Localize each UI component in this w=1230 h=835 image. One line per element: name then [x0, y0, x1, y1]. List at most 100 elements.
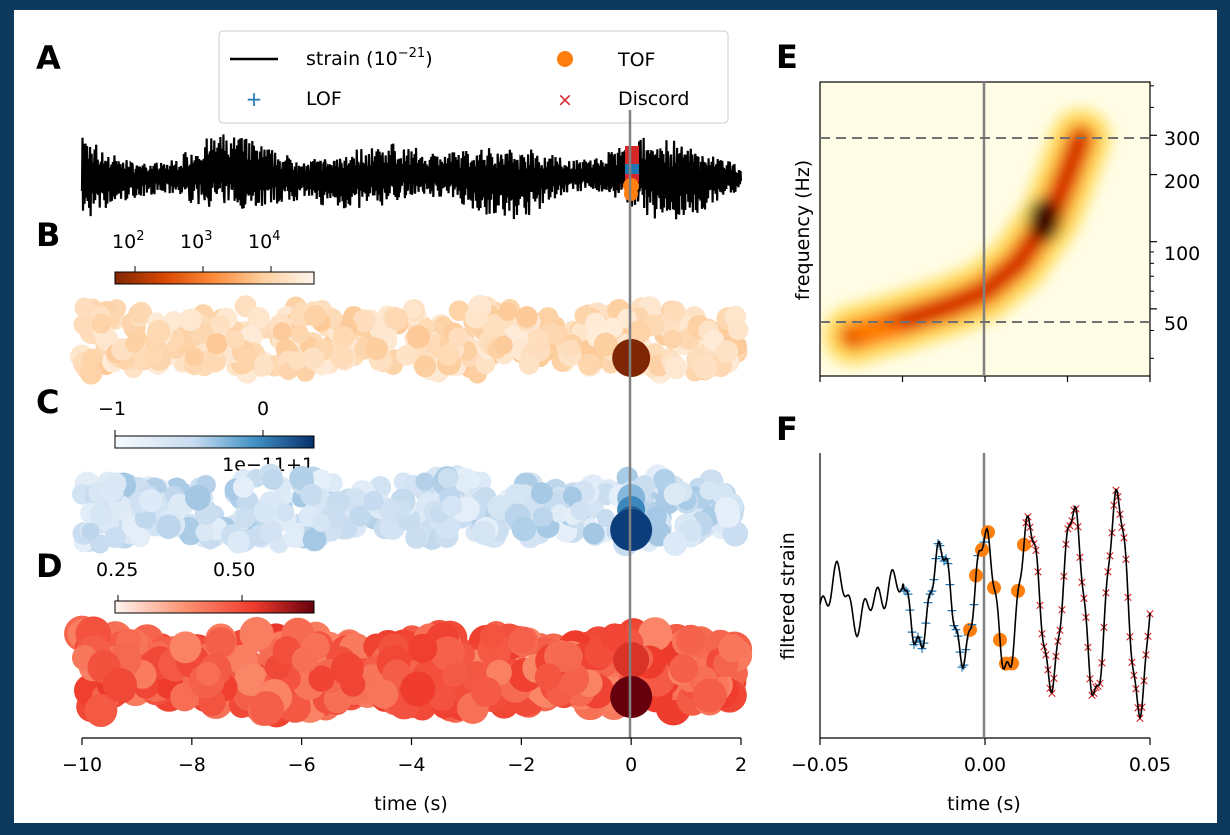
panel-d-point: [638, 617, 673, 652]
chirp-core: [843, 128, 1091, 346]
e-ytick-300: 300: [1164, 128, 1200, 150]
panel-d-point: [205, 627, 236, 658]
panel-b-point: [448, 300, 470, 322]
colorbar-b-tick-1: 102: [112, 229, 144, 253]
panel-b-point: [79, 362, 103, 385]
left-x-tick-label: −10: [62, 754, 102, 776]
panel-b-point: [128, 304, 148, 324]
panel-letter-c: C: [36, 383, 59, 421]
f-discord-marker: ×: [1065, 519, 1076, 534]
panel-b-point: [82, 348, 102, 368]
panel-b-point: [494, 335, 513, 355]
panel-c-point: [471, 521, 496, 545]
panel-c-point: [195, 522, 215, 542]
e-ytick-100: 100: [1164, 243, 1200, 265]
panel-b-point: [204, 350, 227, 373]
left-x-tick-label: 0: [625, 754, 637, 776]
e-ylabel: frequency (Hz): [792, 160, 814, 300]
colorbar-b-tick-2: 103: [180, 229, 212, 253]
panel-c-point: [645, 506, 667, 528]
chirp-tail: [848, 320, 905, 341]
panel-d-point: [169, 631, 202, 664]
panel-b-scatter: [70, 294, 749, 385]
panel-b-point: [226, 330, 245, 349]
panel-b-point: [406, 325, 431, 349]
panel-d-point: [400, 671, 436, 707]
panel-c-point: [530, 482, 553, 505]
panel-d-point: [675, 624, 706, 655]
panel-d-point: [552, 641, 583, 672]
panel-b-point: [287, 351, 307, 370]
left-x-tick-label: 2: [735, 754, 747, 776]
panel-c-point: [156, 514, 181, 539]
panel-b-point: [482, 314, 506, 338]
panel-b-point: [206, 333, 228, 355]
panel-c-point: [699, 480, 719, 500]
f-x-tick-label: −0.05: [791, 754, 849, 776]
panel-d-point: [442, 662, 467, 687]
panel-b-point: [727, 319, 749, 341]
panel-d-point: [408, 633, 438, 664]
panel-letter-b: B: [36, 216, 60, 254]
panel-c-point: [463, 471, 482, 490]
panel-b-point: [664, 356, 688, 380]
panel-b-point: [693, 355, 718, 380]
panel-b-point: [247, 306, 270, 330]
left-x-tick-label: −4: [397, 754, 425, 776]
panel-b-point: [125, 334, 144, 353]
panel-b-point: [91, 313, 112, 334]
panel-d-point: [470, 676, 502, 708]
e-ytick-50: 50: [1164, 313, 1188, 335]
colorbar-b: 102 103 104: [112, 229, 315, 285]
panel-b-point: [184, 347, 204, 367]
panel-b-point: [236, 350, 256, 370]
panel-b-point: [518, 354, 540, 375]
strain-line: [80, 134, 743, 220]
panel-d-point: [249, 691, 285, 726]
panel-d-point: [534, 663, 562, 691]
panel-b-point: [464, 305, 488, 329]
panel-e-ticks: [819, 85, 1157, 382]
panel-b-point: [414, 355, 437, 378]
f-x-tick-label: 0.05: [1129, 754, 1171, 776]
panel-c-point: [89, 503, 113, 526]
panel-f-filtered-strain: ++++++++++++++++++++++++++++++++++++++++…: [777, 453, 1171, 815]
panel-c-point: [504, 483, 528, 507]
panel-c-point: [532, 506, 553, 527]
panel-b-point: [475, 354, 496, 375]
legend-tof-label: TOF: [617, 49, 656, 71]
colorbar-c-tick-1: −1: [98, 398, 126, 420]
legend-frame: [218, 30, 729, 124]
panel-c-point: [311, 513, 331, 532]
panel-d-point: [428, 684, 456, 711]
figure: A B C D E F strain (10−21) + LOF TOF × D…: [14, 10, 1217, 823]
panel-c-point: [227, 530, 250, 554]
panel-a-strain: [80, 134, 743, 220]
panel-b-point: [386, 307, 409, 331]
panel-c-point: [379, 519, 398, 538]
legend-lof-label: LOF: [306, 88, 342, 110]
f-lof-marker: +: [900, 584, 912, 600]
panel-b-point: [498, 302, 518, 321]
panel-c-point: [349, 505, 371, 527]
panel-c-point: [663, 483, 686, 506]
panel-c-point: [284, 527, 304, 547]
panel-d-point: [509, 626, 536, 654]
panel-letter-a: A: [36, 39, 61, 77]
panel-b-point: [528, 328, 548, 349]
f-discord-marker: ×: [1047, 686, 1058, 701]
panel-e-spectrogram: 300 200 100 50 frequency (Hz): [792, 81, 1200, 382]
panel-c-point: [363, 491, 384, 511]
f-ylabel: filtered strain: [777, 532, 799, 660]
colorbar-b-tick-3: 104: [248, 229, 280, 253]
panel-letter-e: E: [776, 38, 798, 76]
f-x-tick-label: 0.00: [964, 754, 1006, 776]
panel-b-point: [578, 353, 600, 376]
lof-cluster-a: [625, 164, 639, 174]
panel-d-point: [430, 636, 466, 671]
panel-b-point: [330, 345, 355, 369]
panel-f-ticks: −0.05 0.00 0.05: [791, 738, 1171, 776]
left-x-axis: −10 −8 −6 −4 −2 0 2: [62, 737, 747, 776]
panel-d-point: [340, 671, 366, 697]
colorbar-c-bar: [114, 435, 315, 449]
